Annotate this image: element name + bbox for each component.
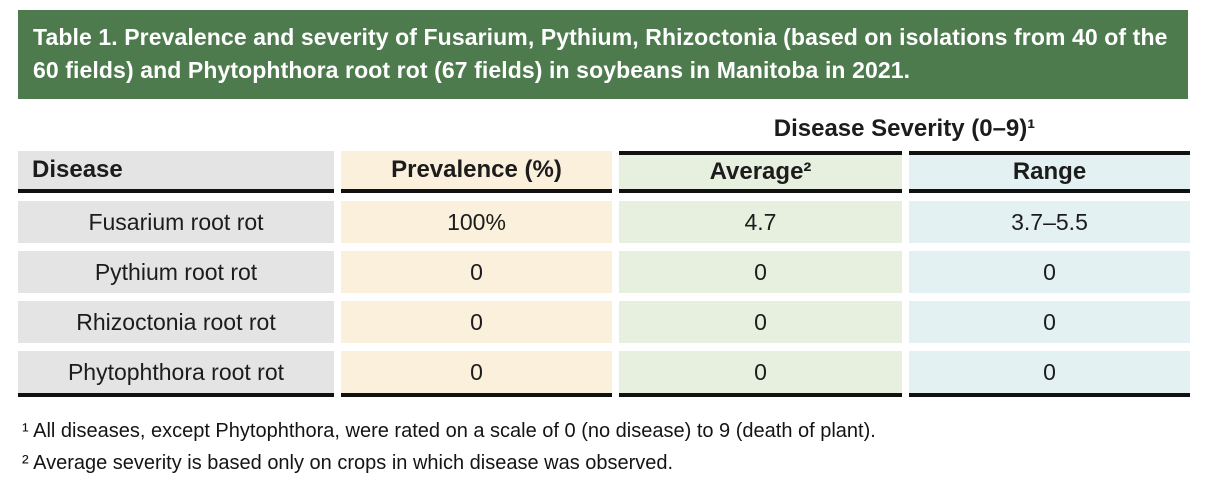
table-row-pythium: Pythium root rot 0 0 0 (18, 251, 1190, 293)
table-title-banner: Table 1. Prevalence and severity of Fusa… (18, 10, 1188, 99)
cell-prevalence: 0 (341, 301, 612, 343)
cell-disease: Fusarium root rot (18, 201, 334, 243)
cell-disease: Phytophthora root rot (18, 351, 334, 397)
spanner-row: Disease Severity (0–9)¹ (18, 107, 1190, 143)
cell-average: 0 (619, 301, 902, 343)
footnote-1: ¹ All diseases, except Phytophthora, wer… (22, 420, 876, 442)
column-header-range: Range (909, 151, 1190, 193)
table-row-rhizoctonia: Rhizoctonia root rot 0 0 0 (18, 301, 1190, 343)
cell-prevalence: 0 (341, 351, 612, 397)
cell-disease: Rhizoctonia root rot (18, 301, 334, 343)
cell-average: 0 (619, 351, 902, 397)
cell-range: 0 (909, 301, 1190, 343)
cell-prevalence: 0 (341, 251, 612, 293)
table-row-phytophthora: Phytophthora root rot 0 0 0 (18, 351, 1190, 397)
disease-table: Disease Severity (0–9)¹ Disease Prevalen… (11, 99, 1197, 405)
cell-range: 3.7–5.5 (909, 201, 1190, 243)
cell-range: 0 (909, 351, 1190, 397)
footnotes: ¹ All diseases, except Phytophthora, wer… (22, 415, 1208, 479)
cell-prevalence: 100% (341, 201, 612, 243)
cell-disease: Pythium root rot (18, 251, 334, 293)
table-row-fusarium: Fusarium root rot 100% 4.7 3.7–5.5 (18, 201, 1190, 243)
footnote-2: ² Average severity is based only on crop… (22, 452, 674, 474)
header-row: Disease Prevalence (%) Average² Range (18, 151, 1190, 193)
cell-range: 0 (909, 251, 1190, 293)
cell-average: 4.7 (619, 201, 902, 243)
column-header-prevalence: Prevalence (%) (341, 151, 612, 193)
spanner-spacer (18, 107, 612, 143)
column-header-disease: Disease (18, 151, 334, 193)
disease-severity-spanner-heading: Disease Severity (0–9)¹ (773, 115, 1036, 142)
column-header-average: Average² (619, 151, 902, 193)
cell-average: 0 (619, 251, 902, 293)
